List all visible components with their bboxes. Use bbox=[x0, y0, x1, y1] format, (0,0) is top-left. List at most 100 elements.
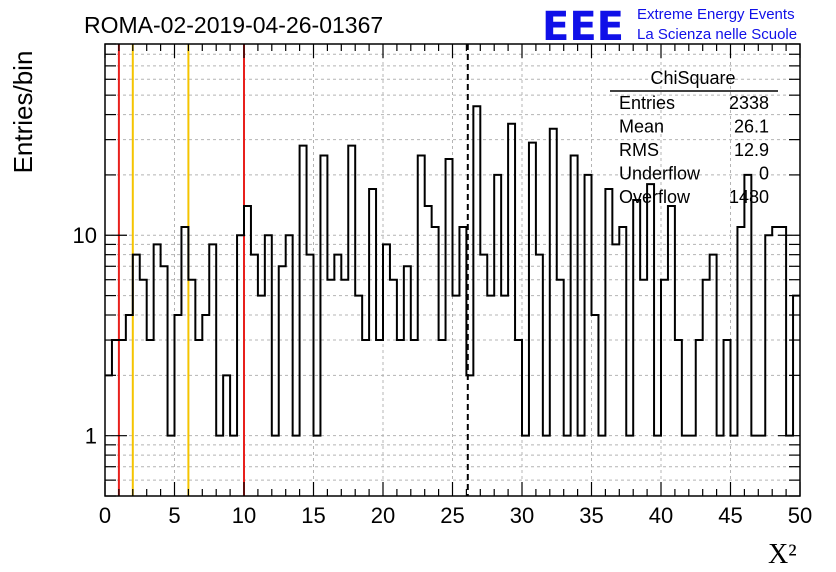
histogram-bin bbox=[390, 280, 397, 496]
histogram-bin bbox=[272, 436, 279, 496]
histogram-bin bbox=[744, 175, 751, 496]
histogram-bin bbox=[473, 106, 480, 496]
histogram-bin bbox=[487, 296, 494, 496]
histogram-bin bbox=[397, 340, 404, 496]
histogram-bin bbox=[564, 436, 571, 496]
histogram-bin bbox=[446, 159, 453, 496]
histogram-bin bbox=[119, 340, 126, 496]
histogram-bin bbox=[751, 436, 758, 496]
axis-ticks: 0 5 10 15 20 25 30 35 40 45 50 1 10 bbox=[73, 43, 812, 528]
stats-row-value: 26.1 bbox=[734, 117, 769, 137]
x-tick-label: 30 bbox=[510, 503, 534, 528]
histogram-bin bbox=[682, 436, 689, 496]
histogram-bin bbox=[571, 155, 578, 496]
histogram-bin bbox=[508, 124, 515, 496]
histogram-bin bbox=[717, 436, 724, 496]
x-tick-label: 45 bbox=[718, 503, 742, 528]
stats-row-value: 1480 bbox=[729, 187, 769, 207]
histogram-bin bbox=[188, 280, 195, 496]
histogram-bin bbox=[592, 315, 599, 496]
histogram-bin bbox=[202, 315, 209, 496]
histogram-bin bbox=[279, 266, 286, 496]
histogram-bin bbox=[341, 280, 348, 496]
histogram-bin bbox=[126, 315, 133, 496]
stats-row-label: Underflow bbox=[619, 164, 701, 184]
stats-row-label: Entries bbox=[619, 93, 675, 113]
histogram-bin bbox=[522, 436, 529, 496]
histogram-bin bbox=[258, 296, 265, 496]
x-tick-label: 50 bbox=[788, 503, 812, 528]
logo-line-1: Extreme Energy Events bbox=[637, 6, 795, 23]
histogram-bin bbox=[668, 206, 675, 496]
stats-row-value: 0 bbox=[759, 164, 769, 184]
x-tick-label: 35 bbox=[579, 503, 603, 528]
histogram-bin bbox=[731, 436, 738, 496]
grid bbox=[105, 44, 800, 496]
histogram-bin bbox=[675, 340, 682, 496]
histogram-bin bbox=[320, 155, 327, 496]
histogram-bin bbox=[550, 129, 557, 496]
histogram-bin bbox=[578, 436, 585, 496]
histogram-bin bbox=[334, 255, 341, 496]
histogram-bin bbox=[793, 296, 800, 496]
x-tick-label: 20 bbox=[371, 503, 395, 528]
histogram-bin bbox=[459, 227, 466, 496]
histogram-bin bbox=[147, 340, 154, 496]
histogram-bin bbox=[293, 436, 300, 496]
histogram-bin bbox=[585, 175, 592, 496]
histogram-bin bbox=[703, 280, 710, 496]
histogram-bin bbox=[348, 146, 355, 496]
histogram-bin bbox=[355, 296, 362, 496]
histogram-bin bbox=[168, 436, 175, 496]
histogram-bin bbox=[376, 340, 383, 496]
histogram-bin bbox=[175, 315, 182, 496]
histogram-bin bbox=[230, 436, 237, 496]
stats-box: ChiSquare Entries 2338 Mean 26.1 RMS 12.9 Unde… bbox=[610, 68, 778, 207]
histogram-bin bbox=[307, 255, 314, 496]
stats-row-label: RMS bbox=[619, 140, 659, 160]
stats-row-value: 2338 bbox=[729, 93, 769, 113]
histogram-bin bbox=[661, 280, 668, 496]
histogram-bin bbox=[453, 296, 460, 496]
stats-row-value: 12.9 bbox=[734, 140, 769, 160]
histogram-bin bbox=[612, 244, 619, 496]
histogram-bin bbox=[418, 155, 425, 496]
histogram-bin bbox=[737, 227, 744, 496]
histogram-bin bbox=[529, 143, 536, 496]
histogram-bin bbox=[181, 227, 188, 496]
x-tick-label: 15 bbox=[301, 503, 325, 528]
histogram-bin bbox=[626, 436, 633, 496]
histogram bbox=[105, 105, 800, 496]
histogram-bin bbox=[619, 227, 626, 496]
histogram-bin bbox=[710, 255, 717, 496]
histogram-bin bbox=[265, 235, 272, 496]
histogram-bin bbox=[383, 244, 390, 496]
x-tick-label: 5 bbox=[168, 503, 180, 528]
histogram-bin bbox=[223, 375, 230, 496]
histogram-bin bbox=[112, 340, 119, 496]
histogram-bin bbox=[209, 244, 216, 496]
histogram-bin bbox=[724, 340, 731, 496]
histogram-bin bbox=[494, 175, 501, 496]
histogram-bin bbox=[480, 255, 487, 496]
histogram-bin bbox=[404, 266, 411, 496]
histogram-bin bbox=[286, 235, 293, 496]
x-tick-label: 25 bbox=[440, 503, 464, 528]
histogram-bin bbox=[161, 266, 168, 496]
histogram-bin bbox=[654, 436, 661, 496]
histogram-bin bbox=[300, 146, 307, 496]
histogram-bin bbox=[154, 244, 161, 496]
histogram-bin bbox=[216, 436, 223, 496]
histogram-bin bbox=[466, 375, 473, 496]
histogram-bin bbox=[647, 184, 654, 496]
histogram-bin bbox=[362, 340, 369, 496]
x-tick-label: 10 bbox=[232, 503, 256, 528]
histogram-bin bbox=[369, 189, 376, 496]
x-axis-label: X² bbox=[768, 539, 797, 570]
histogram-bin bbox=[195, 340, 202, 496]
histogram-bin bbox=[765, 235, 772, 496]
histogram-bin bbox=[772, 227, 779, 496]
histogram-bin bbox=[640, 280, 647, 496]
